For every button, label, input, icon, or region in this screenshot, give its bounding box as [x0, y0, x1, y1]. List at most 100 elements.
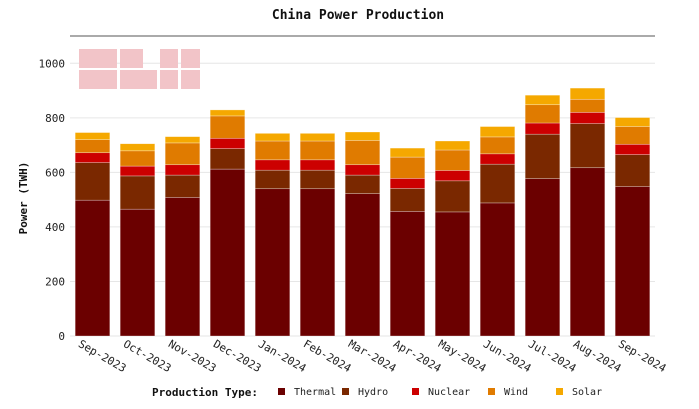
bar-segment-wind-feb-2024 — [299, 140, 336, 161]
bar-segment-hydro-aug-2024 — [569, 123, 606, 169]
x-tick-label: Mar-2024 — [346, 337, 399, 375]
bar-segment-wind-dec-2023 — [209, 115, 246, 139]
bar-segment-wind-jul-2024 — [524, 104, 561, 124]
legend-swatch-wind — [488, 388, 495, 395]
y-tick-label: 200 — [45, 275, 65, 288]
bar-segment-thermal-feb-2024 — [299, 188, 336, 337]
bar-segment-hydro-oct-2023 — [119, 175, 156, 210]
bar-segment-thermal-nov-2023 — [164, 197, 201, 337]
y-tick-label: 400 — [45, 221, 65, 234]
bar-segment-solar-nov-2023 — [164, 136, 201, 144]
bar-segment-solar-aug-2024 — [569, 87, 606, 100]
x-tick-label: Dec-2023 — [211, 337, 263, 375]
watermark — [79, 49, 200, 89]
legend-label-wind: Wind — [504, 387, 528, 398]
bar-segment-nuclear-mar-2024 — [344, 164, 381, 176]
y-axis-ticks: 0 200 400 600 800 1000 — [39, 57, 66, 343]
x-tick-label: Jul-2024 — [526, 337, 579, 375]
legend-label-thermal: Thermal — [294, 387, 336, 398]
bar-segment-hydro-feb-2024 — [299, 169, 336, 190]
bar-segment-hydro-apr-2024 — [389, 188, 426, 212]
legend: Production Type: Thermal Hydro Nuclear Wind… — [152, 386, 602, 399]
y-tick-label: 1000 — [39, 57, 66, 70]
bar-segment-nuclear-may-2024 — [434, 170, 471, 182]
bar-segment-hydro-sep-2023 — [74, 162, 111, 201]
bar-segment-hydro-nov-2023 — [164, 174, 201, 198]
bar-segment-thermal-oct-2023 — [119, 208, 156, 337]
bar-segment-wind-oct-2023 — [119, 150, 156, 167]
bar-segment-hydro-may-2024 — [434, 180, 471, 213]
bar-segment-wind-apr-2024 — [389, 156, 426, 179]
bar-segment-nuclear-sep-2024 — [614, 143, 651, 155]
bar-segment-wind-may-2024 — [434, 149, 471, 171]
x-tick-label: May-2024 — [436, 337, 489, 375]
bar-segment-hydro-jun-2024 — [479, 163, 516, 204]
bar-segment-nuclear-jul-2024 — [524, 122, 561, 135]
x-tick-label: Feb-2024 — [301, 337, 354, 375]
legend-swatch-solar — [556, 388, 563, 395]
bar-segment-wind-nov-2023 — [164, 142, 201, 166]
bar-segment-nuclear-apr-2024 — [389, 178, 426, 189]
bar-segment-solar-apr-2024 — [389, 147, 426, 158]
bar-segment-hydro-dec-2023 — [209, 148, 246, 170]
bar-segment-thermal-jun-2024 — [479, 202, 516, 337]
bar-segment-solar-jun-2024 — [479, 126, 516, 138]
bar-segment-thermal-dec-2023 — [209, 168, 246, 337]
bar-segment-wind-sep-2024 — [614, 126, 651, 145]
x-tick-label: Sep-2023 — [76, 337, 128, 375]
y-tick-label: 0 — [58, 330, 65, 343]
y-tick-label: 800 — [45, 112, 65, 125]
bar-segment-wind-aug-2024 — [569, 98, 606, 113]
x-tick-label: Jun-2024 — [481, 337, 534, 375]
bar-segment-solar-oct-2023 — [119, 143, 156, 152]
legend-swatch-hydro — [342, 388, 349, 395]
x-axis-ticks: Sep-2023Oct-2023Nov-2023Dec-2023Jan-2024… — [76, 337, 669, 375]
chart-title: China Power Production — [272, 8, 444, 23]
legend-swatch-nuclear — [412, 388, 419, 395]
bar-segment-solar-jan-2024 — [254, 133, 291, 142]
bar-segment-nuclear-oct-2023 — [119, 165, 156, 177]
bar-segment-nuclear-sep-2023 — [74, 152, 111, 163]
y-tick-label: 600 — [45, 166, 65, 179]
bar-segment-wind-sep-2023 — [74, 139, 111, 154]
bar-segment-nuclear-feb-2024 — [299, 159, 336, 171]
bar-segment-hydro-jan-2024 — [254, 169, 291, 190]
x-tick-label: Apr-2024 — [391, 337, 444, 375]
bar-segment-solar-feb-2024 — [299, 133, 336, 142]
legend-label-nuclear: Nuclear — [428, 387, 470, 398]
bar-segment-solar-dec-2023 — [209, 109, 246, 117]
x-tick-label: Jan-2024 — [256, 337, 309, 375]
bar-segment-nuclear-jan-2024 — [254, 159, 291, 171]
x-tick-label: Nov-2023 — [166, 337, 218, 375]
bars — [74, 87, 651, 337]
bar-segment-solar-sep-2023 — [74, 132, 111, 140]
bar-segment-solar-may-2024 — [434, 140, 471, 151]
bar-segment-solar-jul-2024 — [524, 94, 561, 106]
x-tick-label: Aug-2024 — [571, 337, 624, 375]
legend-label-hydro: Hydro — [358, 387, 388, 398]
bar-segment-solar-sep-2024 — [614, 117, 651, 127]
bar-segment-wind-jan-2024 — [254, 140, 291, 161]
bar-segment-hydro-mar-2024 — [344, 174, 381, 194]
bar-segment-hydro-jul-2024 — [524, 133, 561, 179]
bar-segment-solar-mar-2024 — [344, 131, 381, 141]
bar-segment-nuclear-jun-2024 — [479, 153, 516, 165]
y-axis-title: Power (TWH) — [17, 162, 30, 235]
bar-segment-wind-jun-2024 — [479, 136, 516, 155]
bar-segment-nuclear-nov-2023 — [164, 164, 201, 176]
bar-segment-wind-mar-2024 — [344, 140, 381, 166]
bar-segment-thermal-sep-2023 — [74, 199, 111, 337]
bar-segment-hydro-sep-2024 — [614, 154, 651, 187]
legend-label-solar: Solar — [572, 387, 602, 398]
x-tick-label: Sep-2024 — [616, 337, 669, 375]
bar-segment-thermal-may-2024 — [434, 211, 471, 337]
legend-swatch-thermal — [278, 388, 285, 395]
bar-segment-thermal-sep-2024 — [614, 186, 651, 337]
legend-title: Production Type: — [152, 386, 258, 399]
bar-segment-nuclear-dec-2023 — [209, 137, 246, 149]
bar-segment-thermal-jan-2024 — [254, 188, 291, 337]
bar-segment-nuclear-aug-2024 — [569, 112, 606, 124]
bar-segment-thermal-mar-2024 — [344, 193, 381, 337]
